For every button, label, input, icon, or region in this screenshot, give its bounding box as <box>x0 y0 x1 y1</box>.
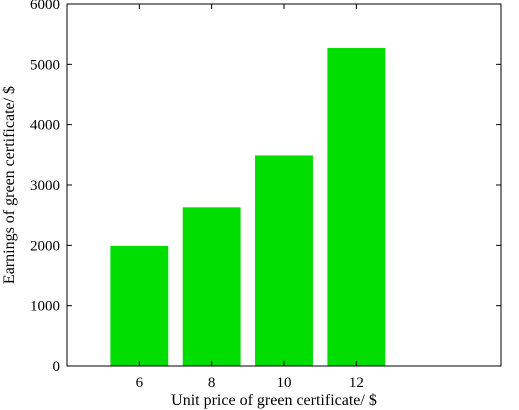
bars-group <box>110 48 386 366</box>
bar-12 <box>327 48 386 366</box>
y-tick-label: 0 <box>53 359 61 375</box>
x-tick-label: 12 <box>349 375 364 391</box>
x-tick-label: 6 <box>136 375 144 391</box>
x-tick-label: 10 <box>277 375 292 391</box>
y-tick-label: 6000 <box>30 0 60 13</box>
y-axis-title: Earnings of green certificate/ $ <box>1 86 18 284</box>
y-axis-ticks: 0 1000 2000 3000 4000 5000 6000 <box>30 0 501 375</box>
bar-8 <box>182 207 241 366</box>
x-axis-title: Unit price of green certificate/ $ <box>171 392 377 409</box>
bar-6 <box>110 245 169 366</box>
y-tick-label: 1000 <box>30 299 60 315</box>
y-tick-label: 3000 <box>30 178 60 194</box>
y-tick-label: 2000 <box>30 238 60 254</box>
bar-10 <box>255 155 313 366</box>
x-axis-ticks: 6 8 10 12 <box>136 4 364 391</box>
y-tick-label: 4000 <box>30 118 60 134</box>
x-tick-label: 8 <box>208 375 216 391</box>
y-tick-label: 5000 <box>30 57 60 73</box>
